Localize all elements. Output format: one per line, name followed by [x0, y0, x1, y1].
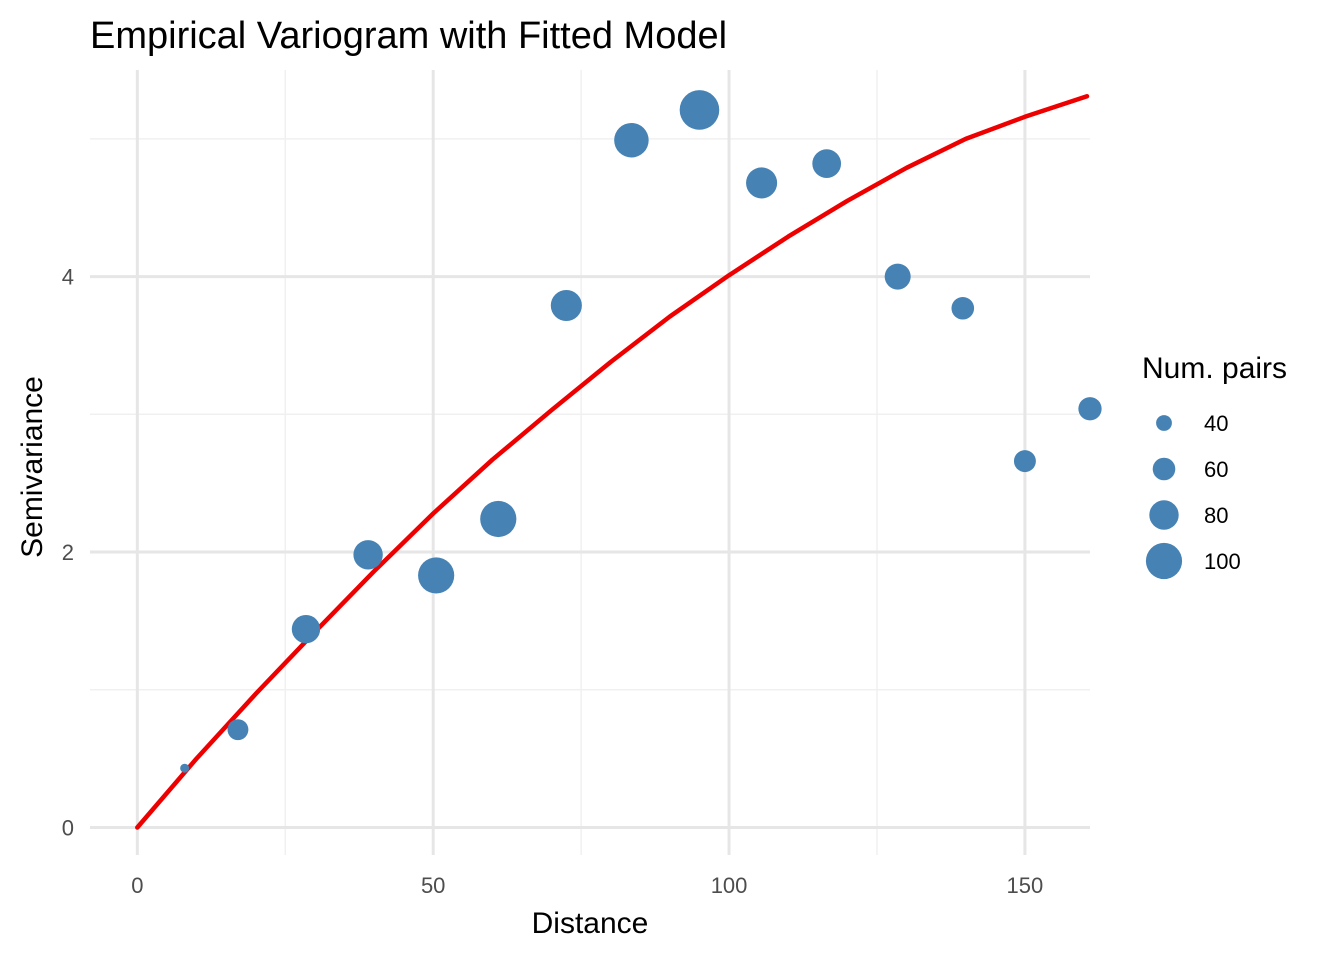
data-point [746, 167, 778, 199]
x-tick-label: 100 [711, 873, 748, 898]
legend-label: 100 [1204, 549, 1241, 574]
legend-items: 40 60 80 100 [1145, 411, 1241, 580]
plot-grid [90, 70, 1090, 855]
fitted-model-line [135, 93, 1090, 830]
legend: Num. pairs 40 60 80 100 [1142, 352, 1287, 580]
data-point [812, 149, 842, 179]
legend-label: 40 [1204, 411, 1228, 436]
y-tick-label: 2 [62, 540, 74, 565]
x-tick-label: 150 [1007, 873, 1044, 898]
x-tick-label: 50 [421, 873, 445, 898]
data-point [884, 263, 911, 290]
legend-key [1149, 500, 1179, 530]
data-point [614, 122, 649, 158]
data-point [353, 540, 383, 570]
fitted-model-layer [135, 93, 1090, 830]
y-axis-ticks: 0 2 4 [62, 265, 74, 841]
y-tick-label: 0 [62, 815, 74, 840]
data-point [550, 289, 582, 322]
data-point [1078, 397, 1102, 421]
legend-key [1152, 457, 1176, 481]
y-axis-title: Semivariance [16, 376, 49, 558]
y-tick-label: 4 [62, 265, 74, 290]
chart-title: Empirical Variogram with Fitted Model [90, 15, 727, 57]
x-tick-label: 0 [131, 873, 143, 898]
data-point [951, 296, 975, 320]
legend-label: 60 [1204, 457, 1228, 482]
data-point [291, 614, 321, 644]
data-point [480, 500, 517, 538]
legend-label: 80 [1204, 503, 1228, 528]
data-point [679, 90, 720, 130]
data-point [418, 557, 455, 594]
legend-title: Num. pairs [1142, 352, 1287, 385]
legend-key [1156, 415, 1172, 431]
data-point [227, 719, 249, 741]
x-axis-title: Distance [532, 907, 649, 940]
x-axis-ticks: 0 50 100 150 [131, 873, 1043, 898]
data-points-layer [180, 90, 1102, 773]
legend-key [1145, 542, 1183, 580]
data-point [180, 763, 190, 773]
data-point [1013, 450, 1036, 473]
